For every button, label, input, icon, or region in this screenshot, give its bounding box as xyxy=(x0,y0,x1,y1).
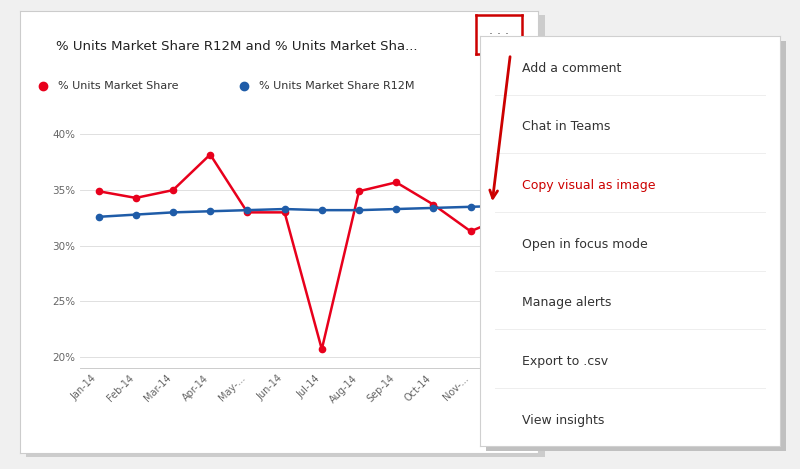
Text: % Units Market Share R12M: % Units Market Share R12M xyxy=(259,81,414,91)
Text: Manage alerts: Manage alerts xyxy=(522,296,611,310)
Text: View insights: View insights xyxy=(522,414,604,427)
Text: Copy visual as image: Copy visual as image xyxy=(522,179,655,192)
Text: Add a comment: Add a comment xyxy=(522,62,622,75)
Text: · · ·: · · · xyxy=(490,28,509,41)
Text: % Units Market Share: % Units Market Share xyxy=(58,81,178,91)
Text: Chat in Teams: Chat in Teams xyxy=(522,121,610,134)
Text: Open in focus mode: Open in focus mode xyxy=(522,238,648,251)
Text: % Units Market Share R12M and % Units Market Sha...: % Units Market Share R12M and % Units Ma… xyxy=(56,40,418,53)
Text: Export to .csv: Export to .csv xyxy=(522,355,608,368)
